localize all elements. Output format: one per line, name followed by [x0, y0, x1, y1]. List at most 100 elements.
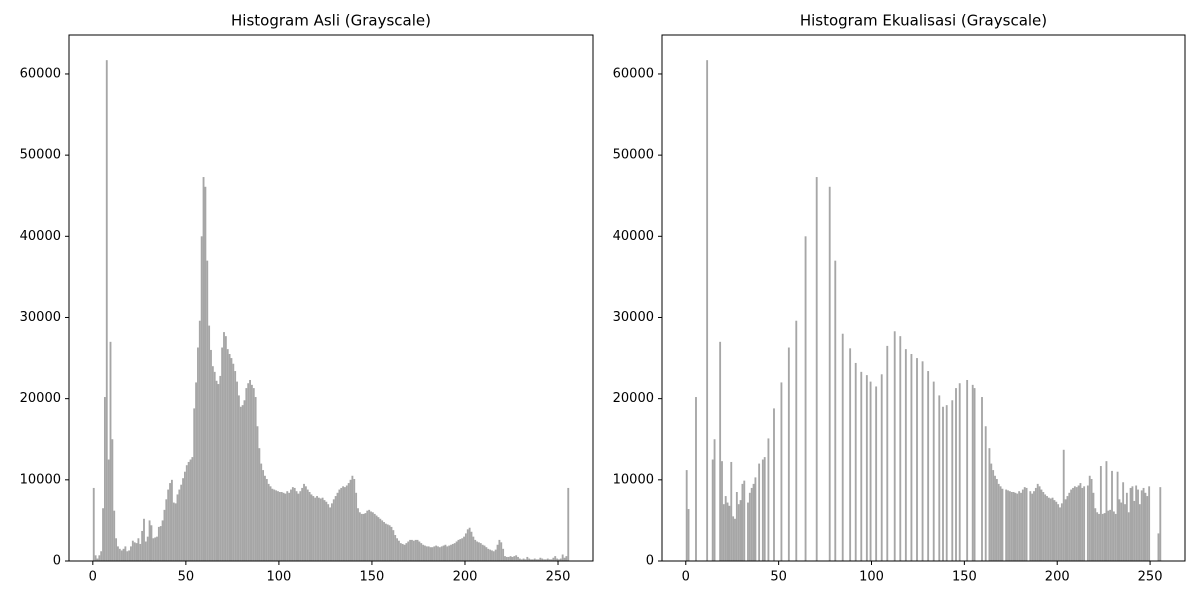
bar	[992, 470, 995, 561]
bar	[247, 383, 250, 561]
bar	[314, 497, 317, 561]
bar	[886, 345, 889, 561]
bar	[332, 499, 335, 561]
bar	[438, 547, 441, 561]
bar	[176, 494, 179, 561]
bar	[394, 535, 397, 561]
bar	[472, 536, 475, 561]
bar	[795, 320, 798, 561]
bar	[215, 380, 218, 561]
bar	[494, 549, 497, 561]
bar	[1112, 511, 1115, 561]
x-tick-label: 250	[1138, 570, 1163, 585]
bar	[1083, 486, 1086, 561]
bar	[316, 496, 318, 561]
y-tick-label: 60000	[20, 66, 61, 81]
bar	[1086, 485, 1089, 561]
bar	[223, 332, 225, 561]
bar	[195, 382, 198, 561]
bar	[379, 518, 382, 561]
bar	[973, 388, 976, 561]
bar	[732, 516, 735, 561]
bar	[228, 354, 231, 561]
bar	[401, 543, 404, 561]
bar	[981, 397, 983, 561]
bar	[1094, 508, 1097, 561]
bar	[252, 388, 255, 561]
bar	[535, 559, 538, 561]
bar	[1055, 501, 1058, 561]
bar	[1120, 502, 1123, 561]
bar	[275, 490, 278, 561]
bar	[327, 504, 330, 561]
bar	[407, 541, 410, 561]
bar	[695, 397, 697, 561]
bar	[1040, 489, 1043, 561]
bar	[213, 371, 216, 561]
bar	[713, 439, 716, 561]
bar	[1038, 486, 1041, 561]
bar	[1079, 483, 1082, 561]
bar	[256, 426, 259, 561]
bar	[405, 543, 408, 561]
bar	[450, 544, 452, 561]
bar	[399, 543, 402, 561]
bar	[548, 559, 551, 561]
y-tick-label: 0	[53, 554, 61, 569]
bar	[995, 479, 998, 561]
bar	[904, 349, 907, 561]
bar	[355, 492, 358, 561]
bar	[498, 539, 501, 561]
bar	[994, 475, 996, 561]
bar	[869, 381, 872, 561]
bar	[1148, 486, 1151, 561]
bar	[183, 471, 186, 561]
bar	[479, 543, 482, 561]
bar	[459, 539, 462, 561]
bar	[984, 426, 987, 561]
bar	[1144, 492, 1147, 561]
bar	[297, 493, 300, 561]
bar	[202, 177, 205, 561]
bar	[420, 543, 423, 561]
bar	[706, 60, 709, 562]
bar	[1077, 485, 1080, 561]
y-tick-label: 10000	[613, 472, 654, 487]
bar	[96, 558, 99, 561]
bar	[154, 537, 157, 561]
bar	[1140, 490, 1143, 561]
bar	[921, 361, 924, 561]
bar	[685, 470, 688, 561]
bar	[178, 489, 181, 561]
bar	[938, 395, 941, 561]
y-tick-label: 60000	[613, 66, 654, 81]
bar	[353, 479, 356, 561]
bar	[107, 459, 110, 561]
bar	[517, 556, 519, 561]
bar	[437, 546, 439, 561]
bar	[1081, 487, 1084, 561]
bar	[100, 551, 103, 561]
bar	[748, 492, 751, 561]
bar	[230, 358, 233, 561]
bar	[945, 405, 948, 561]
bar	[1018, 491, 1021, 561]
bar	[109, 341, 112, 561]
bar	[323, 500, 326, 561]
bar	[726, 502, 729, 561]
bar	[533, 558, 536, 561]
bar	[880, 374, 883, 561]
bar	[1103, 513, 1106, 561]
bar	[487, 548, 490, 561]
bar	[128, 550, 131, 561]
bar	[531, 559, 534, 561]
bar	[997, 483, 1000, 561]
bar	[388, 525, 391, 561]
bar	[1125, 492, 1128, 561]
bar	[122, 548, 125, 561]
bar	[966, 379, 969, 561]
bar	[303, 483, 305, 561]
bar	[102, 508, 104, 561]
x-tick-label: 200	[1045, 570, 1070, 585]
x-tick-label: 0	[682, 570, 690, 585]
